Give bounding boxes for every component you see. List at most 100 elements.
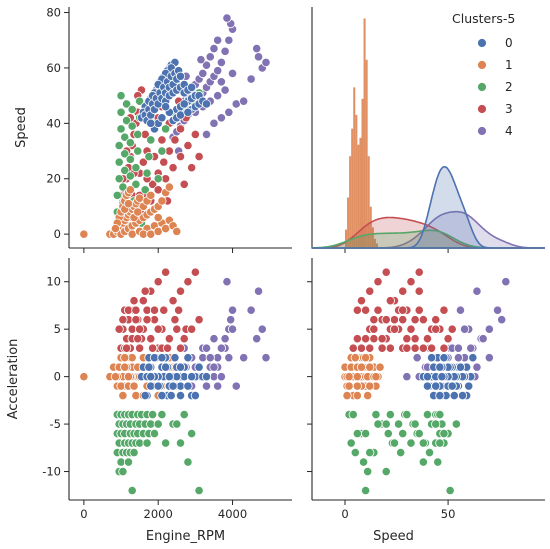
point-4 xyxy=(205,353,215,363)
speed-ytick-label: 20 xyxy=(46,172,61,186)
point-3 xyxy=(361,305,371,315)
point-0 xyxy=(183,381,193,391)
kde-curve-0 xyxy=(312,166,545,249)
point-4 xyxy=(253,52,264,62)
point-2 xyxy=(373,419,383,429)
point-3 xyxy=(114,324,124,334)
point-3 xyxy=(175,286,186,296)
point-2 xyxy=(118,466,128,477)
point-3 xyxy=(439,343,449,353)
point-3 xyxy=(149,305,160,315)
point-2 xyxy=(142,438,152,448)
point-4 xyxy=(220,85,230,95)
point-3 xyxy=(162,343,173,353)
point-2 xyxy=(194,485,204,496)
legend-marker-2 xyxy=(477,82,487,92)
point-0 xyxy=(187,82,197,92)
point-3 xyxy=(377,343,387,353)
point-2 xyxy=(433,457,443,467)
point-1 xyxy=(129,381,139,391)
point-3 xyxy=(398,305,408,315)
point-3 xyxy=(164,334,174,344)
acceleration-ytick-label: 10 xyxy=(46,275,61,289)
point-3 xyxy=(148,179,158,189)
point-3 xyxy=(431,324,441,334)
point-3 xyxy=(138,157,148,167)
series-0-accel-vs-rpm xyxy=(136,353,212,401)
point-1 xyxy=(352,381,362,391)
point-0 xyxy=(175,71,186,81)
point-4 xyxy=(246,74,256,84)
point-2 xyxy=(153,419,163,429)
point-3 xyxy=(414,267,424,277)
point-2 xyxy=(398,428,408,439)
histogram-bar xyxy=(351,128,354,248)
point-3 xyxy=(406,324,416,334)
point-1 xyxy=(356,362,367,372)
point-2 xyxy=(127,485,137,496)
point-3 xyxy=(385,343,395,353)
point-3 xyxy=(369,334,379,344)
point-2 xyxy=(389,438,400,448)
point-0 xyxy=(455,362,466,372)
point-4 xyxy=(402,372,412,382)
acceleration-ytick-label: 5 xyxy=(54,322,61,336)
point-3 xyxy=(170,135,180,145)
point-3 xyxy=(426,343,437,353)
point-2 xyxy=(410,419,420,429)
histogram-bar xyxy=(373,238,376,248)
point-3 xyxy=(159,157,169,167)
point-3 xyxy=(356,343,367,353)
point-1 xyxy=(157,196,167,206)
legend-label-3: 3 xyxy=(505,102,513,116)
point-2 xyxy=(352,428,362,439)
point-2 xyxy=(175,438,186,448)
point-0 xyxy=(190,391,200,401)
point-3 xyxy=(172,324,182,334)
point-2 xyxy=(358,457,369,467)
point-3 xyxy=(439,305,449,315)
point-0 xyxy=(157,113,167,123)
point-4 xyxy=(227,68,238,79)
point-3 xyxy=(406,277,416,287)
point-3 xyxy=(373,305,383,315)
point-4 xyxy=(224,35,234,45)
point-0 xyxy=(449,391,459,401)
point-2 xyxy=(361,485,371,496)
point-4 xyxy=(252,43,262,54)
point-4 xyxy=(239,96,249,106)
point-3 xyxy=(174,305,184,315)
point-2 xyxy=(381,419,391,429)
point-2 xyxy=(394,419,404,429)
point-3 xyxy=(153,324,163,334)
point-3 xyxy=(175,151,186,162)
point-3 xyxy=(194,151,204,162)
point-4 xyxy=(216,77,226,87)
point-1 xyxy=(110,224,121,234)
point-0 xyxy=(194,362,204,372)
point-4 xyxy=(227,324,238,334)
point-4 xyxy=(213,35,223,45)
point-3 xyxy=(175,343,186,353)
legend-marker-1 xyxy=(477,60,487,70)
point-2 xyxy=(120,149,130,159)
point-4 xyxy=(224,353,234,363)
point-3 xyxy=(129,296,139,306)
point-0 xyxy=(157,391,167,401)
legend-label-1: 1 xyxy=(505,58,513,72)
point-4 xyxy=(227,305,238,315)
point-2 xyxy=(396,447,406,458)
point-2 xyxy=(422,409,433,420)
point-0 xyxy=(447,381,457,391)
point-1 xyxy=(153,212,163,223)
point-2 xyxy=(140,185,150,195)
point-2 xyxy=(361,428,371,439)
point-2 xyxy=(120,165,130,176)
point-3 xyxy=(398,286,408,296)
point-0 xyxy=(183,353,193,363)
point-2 xyxy=(157,146,167,156)
point-4 xyxy=(216,113,226,123)
point-3 xyxy=(135,324,145,334)
point-0 xyxy=(144,362,154,372)
histogram-bar xyxy=(375,243,378,248)
